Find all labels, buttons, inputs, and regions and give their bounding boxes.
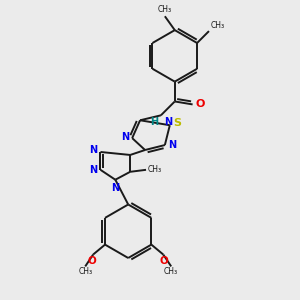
Text: O: O <box>88 256 97 266</box>
Text: CH₃: CH₃ <box>211 21 225 30</box>
Text: N: N <box>168 140 176 150</box>
Text: S: S <box>173 118 181 128</box>
Text: N: N <box>89 145 98 155</box>
Text: O: O <box>196 99 205 110</box>
Text: CH₃: CH₃ <box>158 5 172 14</box>
Text: O: O <box>160 256 169 266</box>
Text: N: N <box>121 132 129 142</box>
Text: CH₃: CH₃ <box>164 267 178 276</box>
Text: N: N <box>111 183 119 193</box>
Text: CH₃: CH₃ <box>78 267 92 276</box>
Text: H: H <box>150 117 158 127</box>
Text: N: N <box>89 165 98 175</box>
Text: N: N <box>164 117 172 127</box>
Text: CH₃: CH₃ <box>148 165 162 174</box>
